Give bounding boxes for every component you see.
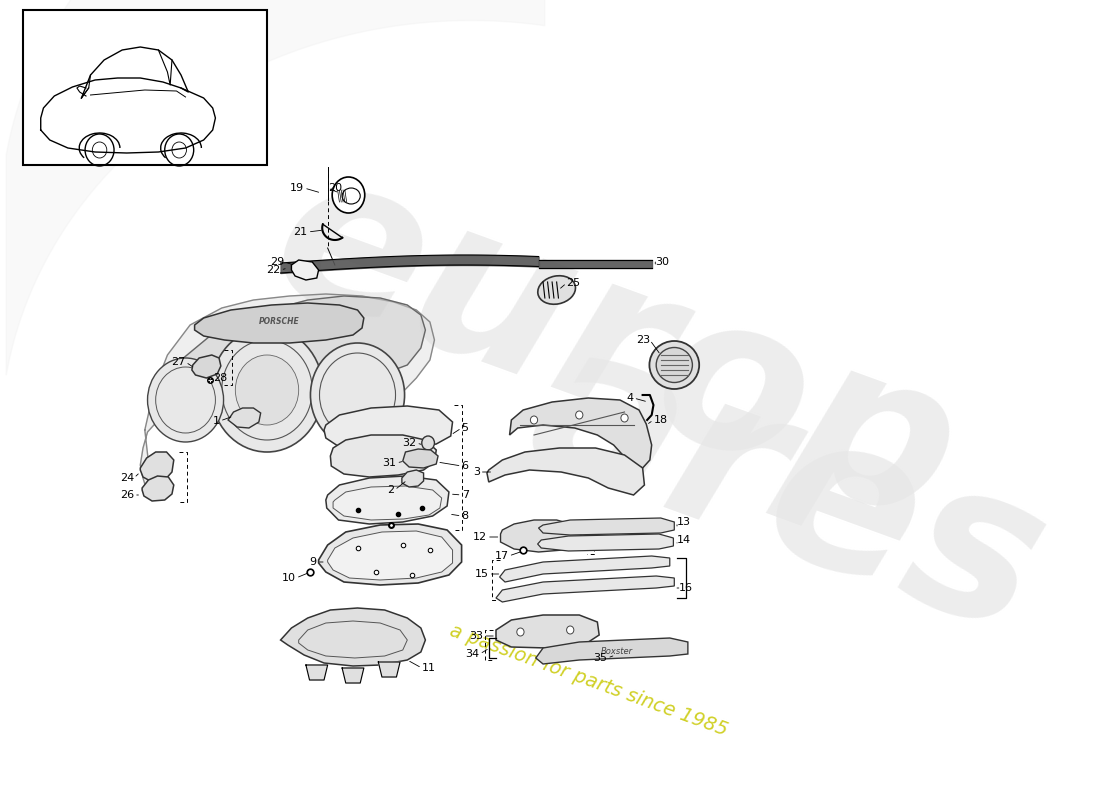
Text: Boxster: Boxster xyxy=(602,647,634,657)
Text: 25: 25 xyxy=(566,278,581,288)
Polygon shape xyxy=(306,665,328,680)
Text: 4: 4 xyxy=(626,393,634,403)
Polygon shape xyxy=(342,668,364,683)
Polygon shape xyxy=(141,452,174,482)
Polygon shape xyxy=(538,534,673,551)
Polygon shape xyxy=(319,524,462,585)
Text: 16: 16 xyxy=(679,583,693,593)
Circle shape xyxy=(620,414,628,422)
Polygon shape xyxy=(330,435,437,477)
Polygon shape xyxy=(292,260,319,280)
Text: 35: 35 xyxy=(593,653,607,663)
Polygon shape xyxy=(158,296,426,392)
Polygon shape xyxy=(280,608,426,666)
Polygon shape xyxy=(539,518,674,535)
Polygon shape xyxy=(487,448,645,495)
Text: 1: 1 xyxy=(213,416,220,426)
Text: 30: 30 xyxy=(656,257,669,267)
Polygon shape xyxy=(328,531,452,580)
Ellipse shape xyxy=(649,341,700,389)
Text: 8: 8 xyxy=(462,511,469,521)
Polygon shape xyxy=(500,520,581,552)
Circle shape xyxy=(211,328,323,452)
Circle shape xyxy=(222,340,312,440)
Polygon shape xyxy=(326,476,449,524)
Text: 19: 19 xyxy=(290,183,304,193)
Polygon shape xyxy=(195,303,364,343)
Text: 17: 17 xyxy=(495,551,508,561)
Text: 33: 33 xyxy=(470,631,483,641)
Text: 31: 31 xyxy=(383,458,396,468)
Circle shape xyxy=(235,355,299,425)
Ellipse shape xyxy=(657,347,692,382)
Text: 9: 9 xyxy=(310,557,317,567)
Circle shape xyxy=(310,343,405,447)
Text: 2: 2 xyxy=(387,485,395,495)
Polygon shape xyxy=(496,615,600,648)
Polygon shape xyxy=(402,470,424,487)
Circle shape xyxy=(575,411,583,419)
Polygon shape xyxy=(378,662,400,677)
Text: 11: 11 xyxy=(421,663,436,673)
Text: 29: 29 xyxy=(270,257,284,267)
Text: a passion for parts since 1985: a passion for parts since 1985 xyxy=(447,621,730,739)
Text: 14: 14 xyxy=(676,535,691,545)
Text: 27: 27 xyxy=(172,357,186,367)
Polygon shape xyxy=(324,406,452,450)
Text: 18: 18 xyxy=(653,415,668,425)
Text: 28: 28 xyxy=(213,373,228,383)
Text: 34: 34 xyxy=(465,649,480,659)
Text: ares: ares xyxy=(505,302,1070,678)
Circle shape xyxy=(332,177,365,213)
Bar xyxy=(23,10,267,165)
Text: PORSCHE: PORSCHE xyxy=(258,318,299,326)
Polygon shape xyxy=(536,638,688,664)
Text: 7: 7 xyxy=(462,490,469,500)
Text: 26: 26 xyxy=(120,490,134,500)
Text: 10: 10 xyxy=(282,573,296,583)
Polygon shape xyxy=(228,408,261,428)
Ellipse shape xyxy=(342,188,360,204)
Text: 15: 15 xyxy=(475,569,488,579)
Polygon shape xyxy=(142,476,174,501)
Circle shape xyxy=(566,626,574,634)
Ellipse shape xyxy=(538,276,575,304)
Text: 20: 20 xyxy=(328,183,342,193)
Circle shape xyxy=(147,358,223,442)
Text: 23: 23 xyxy=(636,335,650,345)
Polygon shape xyxy=(191,355,221,378)
Text: 5: 5 xyxy=(462,423,469,433)
Text: 3: 3 xyxy=(473,467,480,477)
Circle shape xyxy=(530,416,538,424)
Text: 24: 24 xyxy=(120,473,134,483)
Text: 21: 21 xyxy=(294,227,308,237)
Polygon shape xyxy=(141,294,434,490)
Polygon shape xyxy=(499,556,670,582)
Circle shape xyxy=(421,436,434,450)
Text: 32: 32 xyxy=(403,438,416,448)
Text: 12: 12 xyxy=(473,532,487,542)
Circle shape xyxy=(517,628,524,636)
Circle shape xyxy=(156,367,216,433)
Polygon shape xyxy=(403,449,438,468)
Text: 13: 13 xyxy=(676,517,691,527)
Polygon shape xyxy=(496,576,674,602)
Text: 22: 22 xyxy=(266,265,280,275)
Text: europ: europ xyxy=(248,131,983,569)
Text: 6: 6 xyxy=(462,461,469,471)
Polygon shape xyxy=(333,486,442,520)
Circle shape xyxy=(319,353,396,437)
Polygon shape xyxy=(509,398,651,468)
